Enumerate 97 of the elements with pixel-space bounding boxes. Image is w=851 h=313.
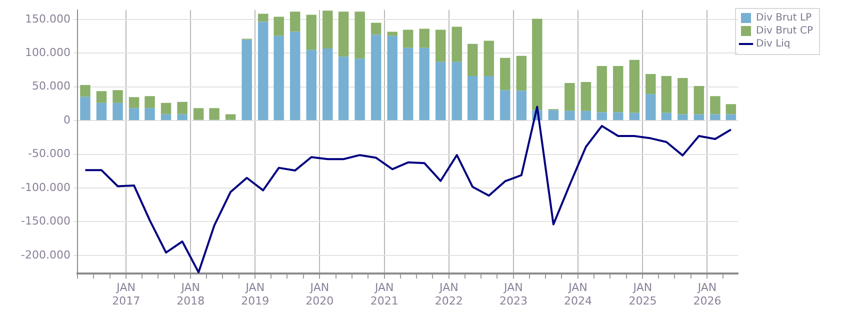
bar bbox=[160, 114, 172, 120]
bar bbox=[694, 86, 704, 114]
bar bbox=[580, 110, 592, 120]
x-tick-label: JAN 2026 bbox=[693, 281, 722, 308]
bar bbox=[694, 114, 704, 120]
y-tick-label: 0 bbox=[63, 113, 70, 126]
x-tick-label: JAN 2020 bbox=[306, 281, 334, 308]
bar bbox=[532, 18, 542, 110]
x-tick-label: JAN 2017 bbox=[112, 281, 140, 308]
bar bbox=[646, 94, 656, 120]
bar bbox=[112, 90, 123, 103]
bar bbox=[80, 85, 90, 97]
bar bbox=[678, 114, 688, 120]
bar bbox=[177, 114, 188, 120]
bar bbox=[710, 96, 720, 114]
bar bbox=[387, 32, 398, 36]
bar bbox=[484, 76, 494, 120]
x-tick-label: JAN 2019 bbox=[241, 281, 270, 308]
legend-label: Div Brut CP bbox=[756, 26, 814, 37]
bar bbox=[258, 14, 268, 22]
x-tick-label: JAN 2021 bbox=[370, 281, 398, 308]
bar bbox=[274, 36, 284, 120]
bar bbox=[516, 56, 527, 91]
bar bbox=[354, 58, 365, 120]
y-tick-label: -100.000 bbox=[20, 180, 70, 194]
bar bbox=[500, 58, 510, 90]
x-tick-label: JAN 2024 bbox=[564, 281, 592, 308]
bar bbox=[290, 12, 300, 32]
bar bbox=[338, 12, 349, 57]
bar bbox=[436, 62, 446, 120]
legend-label: Div Brut LP bbox=[756, 12, 812, 24]
bar bbox=[500, 90, 510, 120]
x-tick-label: JAN 2023 bbox=[499, 281, 528, 308]
bar bbox=[209, 108, 220, 120]
bar bbox=[177, 102, 188, 114]
bar bbox=[564, 110, 575, 120]
bar bbox=[580, 82, 592, 111]
bar bbox=[564, 83, 575, 111]
bar bbox=[322, 48, 333, 120]
bar bbox=[596, 66, 607, 112]
bar bbox=[160, 102, 172, 114]
bar bbox=[96, 91, 107, 103]
bar bbox=[419, 48, 430, 120]
bar bbox=[646, 74, 656, 94]
bar bbox=[613, 66, 624, 112]
bar bbox=[419, 28, 430, 48]
bar bbox=[306, 14, 316, 50]
x-tick-label: JAN 2025 bbox=[628, 281, 657, 308]
bar bbox=[258, 22, 268, 120]
bar bbox=[613, 112, 624, 120]
bar bbox=[80, 96, 90, 120]
x-tick-label: JAN 2018 bbox=[176, 281, 205, 308]
legend-label: Div Liq bbox=[756, 38, 790, 50]
bar bbox=[193, 108, 204, 120]
bar bbox=[596, 112, 607, 120]
bar bbox=[452, 62, 462, 120]
bar bbox=[661, 76, 672, 113]
x-tick-label: JAN 2022 bbox=[434, 281, 463, 308]
bar bbox=[112, 102, 123, 120]
bar bbox=[128, 108, 140, 120]
bar bbox=[96, 102, 107, 120]
bar bbox=[710, 114, 720, 120]
bar bbox=[629, 60, 640, 113]
bar bbox=[402, 30, 414, 48]
bar bbox=[468, 76, 478, 120]
bar bbox=[290, 32, 300, 120]
y-tick-label: 50.000 bbox=[32, 80, 70, 93]
bar bbox=[370, 22, 382, 35]
y-tick-label: -50.000 bbox=[28, 147, 70, 160]
bar bbox=[548, 110, 559, 120]
bar bbox=[338, 56, 349, 120]
y-tick-label: 100.000 bbox=[24, 46, 70, 60]
bar bbox=[436, 30, 446, 62]
y-tick-label: -150.000 bbox=[20, 214, 70, 228]
bar bbox=[484, 40, 494, 76]
bar bbox=[726, 114, 736, 120]
bar bbox=[128, 97, 140, 108]
bar bbox=[225, 114, 236, 120]
bar bbox=[661, 112, 672, 120]
bar bbox=[402, 48, 414, 120]
bar bbox=[387, 36, 398, 120]
bar bbox=[144, 96, 155, 108]
bar bbox=[306, 50, 316, 120]
bar bbox=[452, 26, 462, 62]
y-tick-label: 150.000 bbox=[24, 12, 70, 26]
y-tick-label: -200.000 bbox=[20, 248, 70, 262]
bar bbox=[370, 34, 382, 120]
bar bbox=[274, 16, 284, 36]
bar bbox=[242, 40, 252, 120]
bar bbox=[516, 90, 527, 120]
bar bbox=[322, 10, 333, 48]
bar bbox=[629, 112, 640, 120]
bar bbox=[678, 78, 688, 114]
bar bbox=[354, 12, 365, 59]
bar bbox=[144, 108, 155, 120]
bar bbox=[726, 104, 736, 114]
bar bbox=[468, 44, 478, 76]
